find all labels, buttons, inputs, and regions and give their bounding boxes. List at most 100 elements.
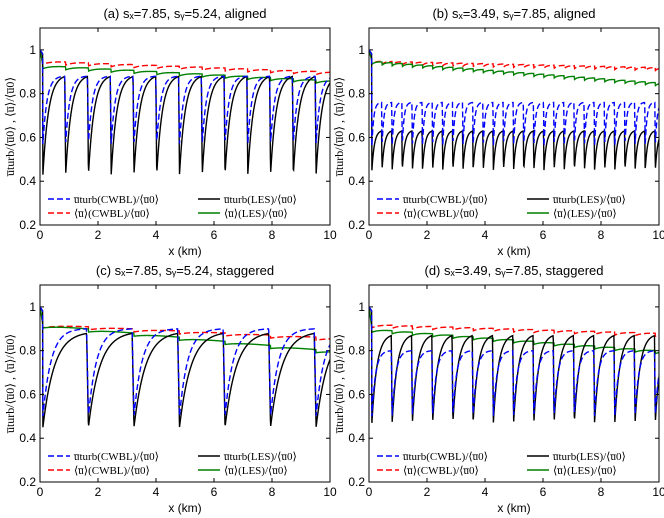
x-tick-label: 10 bbox=[652, 485, 664, 499]
x-tick-label: 2 bbox=[95, 485, 102, 499]
y-tick-label: 1 bbox=[358, 43, 365, 57]
x-tick-label: 6 bbox=[211, 485, 218, 499]
x-tick-label: 0 bbox=[366, 485, 373, 499]
y-axis-label: u̅turb/⟨u̅0⟩ , ⟨u̅⟩/⟨u̅0⟩ bbox=[332, 77, 346, 177]
axes-frame bbox=[39, 27, 331, 226]
y-tick-label: 0.4 bbox=[348, 174, 365, 188]
x-tick-label: 6 bbox=[211, 228, 218, 242]
legend-label-les_turb: u̅turb(LES)/⟨u̅0⟩ bbox=[552, 194, 625, 206]
legend: u̅turb(CWBL)/⟨u̅0⟩ u̅turb(LES)/⟨u̅0⟩ ⟨u̅⟩(… bbox=[48, 194, 297, 220]
x-tick-label: 10 bbox=[652, 228, 664, 242]
legend: u̅turb(CWBL)/⟨u̅0⟩ u̅turb(LES)/⟨u̅0⟩ ⟨u̅⟩(… bbox=[377, 194, 626, 220]
y-tick-label: 0.4 bbox=[19, 174, 36, 188]
y-axis-label: u̅turb/⟨u̅0⟩ , ⟨u̅⟩/⟨u̅0⟩ bbox=[3, 77, 17, 177]
y-tick-label: 0.6 bbox=[348, 387, 365, 401]
x-tick-label: 6 bbox=[540, 485, 547, 499]
y-tick-label: 0.6 bbox=[19, 130, 36, 144]
chart-panel-1: (a) sₓ=7.85, sᵧ=5.24, aligned 0 2 4 6 8 10 0.2 0… bbox=[3, 6, 337, 258]
legend-label-les_turb: u̅turb(LES)/⟨u̅0⟩ bbox=[223, 194, 296, 206]
x-tick-label: 6 bbox=[540, 228, 547, 242]
series-line-les_turb bbox=[369, 306, 659, 423]
legend-label-les_mean: ⟨u̅⟩(LES)/⟨u̅0⟩ bbox=[553, 465, 617, 477]
y-tick-label: 0.2 bbox=[19, 475, 36, 489]
y-tick-label: 0.2 bbox=[348, 218, 365, 232]
x-axis-label: x (km) bbox=[497, 501, 530, 515]
series-line-les_mean bbox=[369, 306, 659, 355]
x-tick-label: 8 bbox=[598, 228, 605, 242]
legend-label-cwbl_mean: ⟨u̅⟩(CWBL)/⟨u̅0⟩ bbox=[403, 465, 479, 477]
x-tick-label: 2 bbox=[95, 228, 102, 242]
x-tick-label: 8 bbox=[269, 228, 276, 242]
series-group bbox=[40, 49, 330, 175]
y-axis-label: u̅turb/⟨u̅0⟩ , ⟨u̅⟩/⟨u̅0⟩ bbox=[332, 334, 346, 434]
x-tick-label: 8 bbox=[598, 485, 605, 499]
series-line-les_mean bbox=[40, 306, 330, 354]
y-tick-label: 1 bbox=[29, 300, 36, 314]
axes-frame bbox=[39, 284, 331, 483]
y-tick-label: 0.6 bbox=[348, 130, 365, 144]
legend-label-les_turb: u̅turb(LES)/⟨u̅0⟩ bbox=[552, 451, 625, 463]
chart-title: (c) sₓ=7.85, sᵧ=5.24, staggered bbox=[96, 263, 274, 278]
axes-frame bbox=[368, 27, 660, 226]
y-tick-label: 0.6 bbox=[19, 387, 36, 401]
legend-label-cwbl_mean: ⟨u̅⟩(CWBL)/⟨u̅0⟩ bbox=[74, 208, 150, 220]
x-tick-label: 0 bbox=[366, 228, 373, 242]
x-axis-label: x (km) bbox=[168, 501, 201, 515]
x-tick-label: 8 bbox=[269, 485, 276, 499]
x-tick-label: 2 bbox=[424, 228, 431, 242]
series-line-cwbl_mean bbox=[369, 49, 659, 72]
axes-frame bbox=[368, 284, 660, 483]
chart-title: (a) sₓ=7.85, sᵧ=5.24, aligned bbox=[103, 6, 266, 21]
x-tick-label: 0 bbox=[37, 228, 44, 242]
y-tick-label: 0.8 bbox=[348, 344, 365, 358]
series-group bbox=[369, 306, 659, 423]
x-axis-label: x (km) bbox=[168, 244, 201, 258]
x-tick-label: 4 bbox=[482, 485, 489, 499]
series-group bbox=[40, 306, 330, 428]
series-line-les_mean bbox=[40, 49, 330, 85]
y-tick-label: 0.2 bbox=[348, 475, 365, 489]
y-tick-label: 0.8 bbox=[19, 344, 36, 358]
x-tick-label: 10 bbox=[323, 485, 337, 499]
series-line-cwbl_turb bbox=[40, 306, 330, 417]
chart-panel-2: (b) sₓ=3.49, sᵧ=7.85, aligned 0 2 4 6 8 10 0.2 0… bbox=[332, 6, 664, 258]
series-line-les_turb bbox=[369, 49, 659, 171]
legend-label-cwbl_turb: u̅turb(CWBL)/⟨u̅0⟩ bbox=[73, 194, 158, 206]
legend-label-cwbl_turb: u̅turb(CWBL)/⟨u̅0⟩ bbox=[402, 451, 487, 463]
series-line-cwbl_turb bbox=[369, 49, 659, 147]
series-line-cwbl_mean bbox=[369, 306, 659, 338]
legend-label-les_mean: ⟨u̅⟩(LES)/⟨u̅0⟩ bbox=[224, 208, 288, 220]
y-tick-label: 1 bbox=[358, 300, 365, 314]
legend-label-cwbl_mean: ⟨u̅⟩(CWBL)/⟨u̅0⟩ bbox=[74, 465, 150, 477]
legend: u̅turb(CWBL)/⟨u̅0⟩ u̅turb(LES)/⟨u̅0⟩ ⟨u̅⟩(… bbox=[377, 451, 626, 477]
y-tick-label: 0.8 bbox=[19, 87, 36, 101]
series-line-cwbl_mean bbox=[40, 49, 330, 76]
legend-label-les_turb: u̅turb(LES)/⟨u̅0⟩ bbox=[223, 451, 296, 463]
legend-label-cwbl_turb: u̅turb(CWBL)/⟨u̅0⟩ bbox=[402, 194, 487, 206]
series-group bbox=[369, 49, 659, 171]
legend: u̅turb(CWBL)/⟨u̅0⟩ u̅turb(LES)/⟨u̅0⟩ ⟨u̅⟩(… bbox=[48, 451, 297, 477]
y-tick-label: 0.2 bbox=[19, 218, 36, 232]
legend-label-les_mean: ⟨u̅⟩(LES)/⟨u̅0⟩ bbox=[553, 208, 617, 220]
y-axis-label: u̅turb/⟨u̅0⟩ , ⟨u̅⟩/⟨u̅0⟩ bbox=[3, 334, 17, 434]
series-line-cwbl_mean bbox=[40, 306, 330, 342]
y-tick-label: 0.8 bbox=[348, 87, 365, 101]
series-line-les_turb bbox=[40, 49, 330, 175]
series-line-cwbl_turb bbox=[369, 306, 659, 417]
chart-title: (d) sₓ=3.49, sᵧ=7.85, staggered bbox=[425, 263, 604, 278]
x-tick-label: 0 bbox=[37, 485, 44, 499]
x-tick-label: 4 bbox=[482, 228, 489, 242]
y-tick-label: 0.4 bbox=[19, 431, 36, 445]
x-tick-label: 10 bbox=[323, 228, 337, 242]
y-tick-label: 0.4 bbox=[348, 431, 365, 445]
x-axis-label: x (km) bbox=[497, 244, 530, 258]
legend-label-cwbl_mean: ⟨u̅⟩(CWBL)/⟨u̅0⟩ bbox=[403, 208, 479, 220]
x-tick-label: 4 bbox=[153, 485, 160, 499]
chart-panel-4: (d) sₓ=3.49, sᵧ=7.85, staggered 0 2 4 6 8 10 0.… bbox=[332, 263, 664, 515]
chart-panel-3: (c) sₓ=7.85, sᵧ=5.24, staggered 0 2 4 6 8 10 0.… bbox=[3, 263, 337, 515]
x-tick-label: 4 bbox=[153, 228, 160, 242]
series-line-cwbl_turb bbox=[40, 49, 330, 145]
series-line-les_mean bbox=[369, 49, 659, 87]
x-tick-label: 2 bbox=[424, 485, 431, 499]
